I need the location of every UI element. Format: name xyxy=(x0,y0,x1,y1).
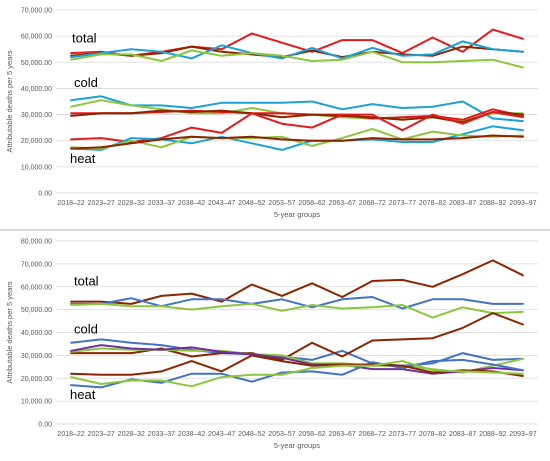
x-tick-label: 2083–87 xyxy=(449,200,476,207)
y-tick-label: 20,000.00 xyxy=(21,376,52,383)
series-line xyxy=(70,95,524,123)
x-tick-label: 2048–52 xyxy=(238,200,265,207)
x-tick-label: 2033–37 xyxy=(148,200,175,207)
y-axis-title: Attributable deaths per 5 years xyxy=(5,50,14,152)
y-tick-label: 80,000.00 xyxy=(21,239,52,246)
x-tick-label: 2078–82 xyxy=(419,431,446,438)
y-axis-title: Attributable deaths per 5 years xyxy=(5,281,14,383)
annotation-cold: cold xyxy=(74,75,98,90)
y-tick-label: 10,000.00 xyxy=(21,399,52,406)
y-tick-label: 50,000.00 xyxy=(21,307,52,314)
y-tick-label: 30,000.00 xyxy=(21,353,52,360)
y-tick-label: 70,000.00 xyxy=(21,8,52,15)
x-tick-label: 2053–57 xyxy=(268,431,295,438)
series-line xyxy=(70,338,524,367)
y-tick-label: 50,000.00 xyxy=(21,60,52,67)
line-chart-bottom: 0.00 10,000.00 20,000.00 30,000.00 40,000.00… xyxy=(5,239,538,450)
x-tick-label: 2043–47 xyxy=(208,431,235,438)
x-tick-label: 2033–37 xyxy=(148,431,175,438)
x-tick-label: 2073–77 xyxy=(389,200,416,207)
series-line xyxy=(70,111,524,143)
x-axis-title: 5-year groups xyxy=(274,441,321,450)
annotation-cold: cold xyxy=(74,322,98,337)
x-tick-label: 2093–97 xyxy=(509,431,536,438)
y-tick-label: 60,000.00 xyxy=(21,34,52,41)
series-line xyxy=(70,296,524,310)
series-line xyxy=(70,28,524,57)
y-tick-label: 40,000.00 xyxy=(21,330,52,337)
x-tick-label: 2043–47 xyxy=(208,200,235,207)
annotation-total: total xyxy=(74,274,99,289)
x-tick-label: 2023–27 xyxy=(88,431,115,438)
x-tick-label: 2063–67 xyxy=(329,200,356,207)
x-tick-label: 2088–92 xyxy=(479,431,506,438)
chart-panel-top: 0.00 10,000.00 20,000.00 30,000.00 40,000.00… xyxy=(0,0,550,230)
y-tick-label: 40,000.00 xyxy=(21,86,52,93)
x-tick-label: 2088–92 xyxy=(479,200,506,207)
chart-panel-bottom: 0.00 10,000.00 20,000.00 30,000.00 40,000.00… xyxy=(0,231,550,461)
x-tick-label: 2018–22 xyxy=(57,431,84,438)
x-tick-label: 2078–82 xyxy=(419,200,446,207)
series-line xyxy=(70,259,524,305)
x-tick-label: 2063–67 xyxy=(329,431,356,438)
x-tick-label: 2028–32 xyxy=(118,431,145,438)
y-tick-label: 0.00 xyxy=(38,191,52,198)
y-tick-label: 20,000.00 xyxy=(21,138,52,145)
series-line xyxy=(70,40,524,60)
series-line xyxy=(70,49,524,69)
annotation-heat: heat xyxy=(70,387,96,402)
x-tick-label: 2073–77 xyxy=(389,431,416,438)
x-tick-label: 2023–27 xyxy=(88,200,115,207)
x-tick-label: 2018–22 xyxy=(57,200,84,207)
x-tick-label: 2068–72 xyxy=(359,431,386,438)
annotation-total: total xyxy=(72,31,97,46)
x-tick-label: 2058–62 xyxy=(298,431,325,438)
series-line xyxy=(70,312,524,361)
series-line xyxy=(70,134,524,150)
y-tick-label: 70,000.00 xyxy=(21,261,52,268)
series-line xyxy=(70,344,524,375)
y-tick-label: 30,000.00 xyxy=(21,112,52,119)
line-chart-top: 0.00 10,000.00 20,000.00 30,000.00 40,000.00… xyxy=(5,8,538,219)
panel-divider xyxy=(0,229,550,231)
annotation-heat: heat xyxy=(70,151,96,166)
series-line xyxy=(70,127,524,150)
x-tick-label: 2053–57 xyxy=(268,200,295,207)
x-tick-label: 2028–32 xyxy=(118,200,145,207)
series-line xyxy=(70,360,524,388)
y-tick-label: 10,000.00 xyxy=(21,164,52,171)
x-axis-title: 5-year groups xyxy=(274,210,321,219)
x-tick-label: 2048–52 xyxy=(238,431,265,438)
x-tick-label: 2038–42 xyxy=(178,431,205,438)
x-tick-label: 2083–87 xyxy=(449,431,476,438)
x-tick-label: 2058–62 xyxy=(298,200,325,207)
x-tick-label: 2093–97 xyxy=(509,200,536,207)
y-tick-label: 0.00 xyxy=(38,422,52,429)
series-line xyxy=(70,302,524,319)
x-tick-label: 2038–42 xyxy=(178,200,205,207)
y-tick-label: 60,000.00 xyxy=(21,284,52,291)
x-tick-label: 2068–72 xyxy=(359,200,386,207)
